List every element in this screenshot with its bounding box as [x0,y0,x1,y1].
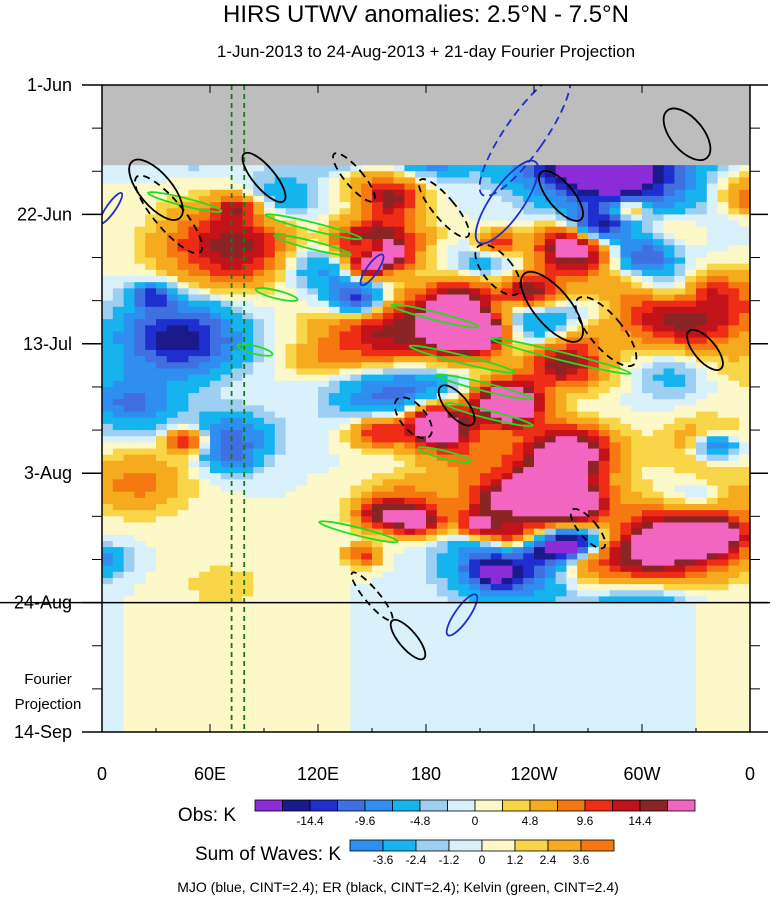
colorbar-swatch [447,799,476,812]
mjo-contour [474,159,540,245]
er-contour [389,618,427,661]
x-tick-label: 120W [510,764,557,784]
kelvin-contour [264,213,363,241]
kelvin-contour [254,287,299,302]
er-contour [474,243,522,297]
waves-colorbar-label: Sum of Waves: K [195,844,341,865]
obs-colorbar-label: Obs: K [178,805,236,826]
y-tick-label: 22-Jun [17,204,72,224]
colorbar-swatch [448,839,483,852]
colorbar-swatch [419,799,448,812]
projection-label-line2: Projection [15,696,82,713]
colorbar-tick-label: -1.2 [439,853,460,867]
colorbar-swatch [481,839,516,852]
projection-label-line1: Fourier [24,671,72,688]
colorbar-tick-label: 0 [472,814,479,828]
colorbar-tick-label: -2.4 [406,853,427,867]
colorbar-tick-label: -3.6 [373,853,394,867]
x-tick-label: 0 [745,764,755,784]
colorbar-swatch [282,799,311,812]
y-axis: 1-Jun 22-Jun 13-Jul 3-Aug 24-Aug 14-Sep [14,75,768,742]
colorbar-tick-label: -4.8 [410,814,431,828]
chart-title: HIRS UTWV anomalies: 2.5°N - 7.5°N [223,1,629,28]
er-contour [128,158,184,221]
kelvin-contour [390,303,480,329]
mjo-contour [478,85,572,197]
colorbar-swatch [584,799,613,812]
er-contour [332,152,376,203]
obs-colorbar: -14.4 -9.6 -4.8 0 4.8 9.6 14.4 [254,799,696,828]
mjo-contour [102,191,124,225]
x-tick-label: 180 [411,764,441,784]
colorbar-swatch [474,799,503,812]
er-contour [538,170,584,222]
waves-colorbar: -3.6 -2.4 -1.2 0 1.2 2.4 3.6 [349,839,615,867]
missing-data-region [102,85,750,166]
mjo-contour [445,593,479,637]
er-contour [569,508,607,550]
mjo-contour [359,253,385,287]
colorbar-swatch [254,799,283,812]
x-axis: 0 60E 120E 180 120W 60W 0 [97,85,755,784]
colorbar-swatch [392,799,421,812]
colorbar-swatch [349,839,384,852]
kelvin-contour [236,343,274,357]
colorbar-tick-label: 3.6 [573,853,590,867]
chart-subtitle: 1-Jun-2013 to 24-Aug-2013 + 21-day Fouri… [217,42,635,61]
colorbar-tick-label: 2.4 [540,853,557,867]
x-tick-label: 60E [194,764,226,784]
er-contour [437,384,476,427]
kelvin-contour [318,520,399,544]
kelvin-contour [435,373,534,401]
kelvin-contour [444,402,534,428]
colorbar-swatch [514,839,549,852]
colorbar-swatch [415,839,450,852]
y-tick-label: 13-Jul [23,334,72,354]
colorbar-tick-label: 1.2 [507,853,524,867]
colorbar-tick-label: 0 [479,853,486,867]
colorbar-tick-label: 4.8 [522,814,539,828]
colorbar-tick-label: 14.4 [628,814,652,828]
y-tick-label: 24-Aug [14,593,72,613]
er-contour [662,107,712,161]
plot-area [102,85,750,732]
kelvin-contour [408,344,516,374]
colorbar-swatch [612,799,641,812]
wave-contours [102,85,724,661]
y-tick-label: 14-Sep [14,722,72,742]
er-contour [350,571,394,622]
kelvin-contour [147,191,223,213]
x-tick-label: 60W [623,764,660,784]
kelvin-contour [490,337,632,375]
y-tick-label: 3-Aug [24,463,72,483]
colorbar-swatch [309,799,338,812]
colorbar-swatch [639,799,668,812]
footnote: MJO (blue, CINT=2.4); ER (black, CINT=2.… [177,879,619,895]
anomaly-field [102,85,750,732]
er-contour [241,151,287,203]
colorbar-swatch [667,799,696,812]
x-tick-label: 0 [97,764,107,784]
er-contour [520,270,584,343]
colorbar-swatch [337,799,366,812]
kelvin-contour [416,446,472,464]
kelvin-contour [273,233,352,257]
er-contour [686,328,724,371]
er-contour [417,178,471,239]
colorbar-swatch [382,839,417,852]
y-tick-label: 1-Jun [27,75,72,95]
colorbar-tick-label: 9.6 [577,814,594,828]
colorbar-swatch [502,799,531,812]
colorbar-swatch [364,799,393,812]
x-tick-label: 120E [297,764,339,784]
colorbar-swatch [580,839,615,852]
colorbar-tick-label: -14.4 [296,814,324,828]
colorbar-swatch [547,839,582,852]
er-contour [393,396,433,440]
colorbar-tick-label: -9.6 [355,814,376,828]
colorbar-swatch [529,799,558,812]
er-contour [574,295,638,368]
colorbar-swatch [557,799,586,812]
